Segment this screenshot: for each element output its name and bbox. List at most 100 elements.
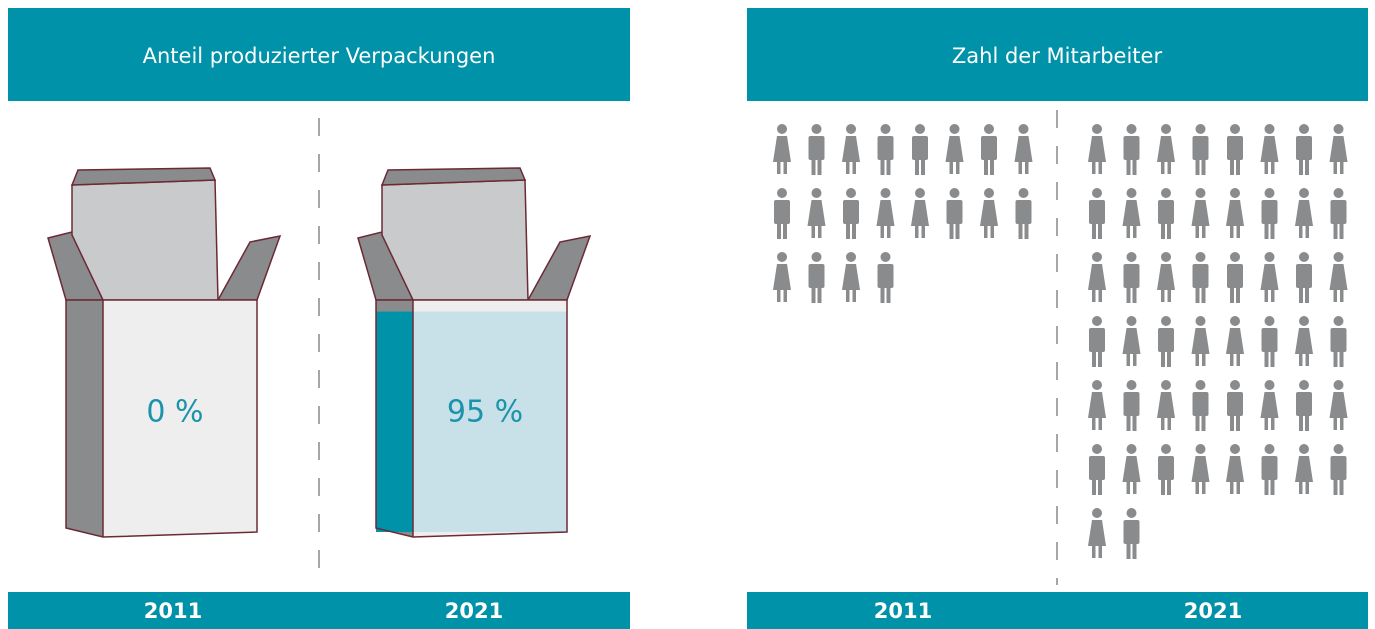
person-head	[1196, 188, 1206, 198]
person-body	[1124, 264, 1140, 288]
person-head	[1334, 252, 1344, 262]
person-leg	[1299, 352, 1303, 366]
person-head	[846, 188, 856, 198]
person-body	[1193, 264, 1209, 288]
person-head	[1334, 444, 1344, 454]
box-flap	[218, 236, 280, 300]
footer-bar	[8, 592, 630, 629]
person-head	[1092, 188, 1102, 198]
person-body	[877, 200, 895, 226]
person-head	[1161, 444, 1171, 454]
person-head	[1299, 316, 1309, 326]
person-leg	[1127, 480, 1131, 494]
person-leg	[1230, 286, 1234, 303]
person-leg	[853, 160, 857, 174]
person-body	[1296, 136, 1312, 160]
person-body	[1089, 328, 1105, 352]
person-head	[1196, 444, 1206, 454]
person-leg	[1019, 222, 1023, 239]
person-head	[1019, 188, 1029, 198]
person-leg	[1196, 480, 1200, 494]
person-head	[1334, 188, 1344, 198]
person-body	[912, 136, 928, 160]
person-leg	[1299, 480, 1303, 494]
person-leg	[1230, 224, 1234, 238]
person-leg	[1334, 416, 1338, 430]
person-leg	[1265, 222, 1269, 239]
person-leg	[1133, 352, 1137, 366]
fill-level-side	[376, 312, 413, 532]
year-label: 2021	[445, 599, 503, 623]
person-leg	[1092, 350, 1096, 367]
person-leg	[1306, 224, 1310, 238]
person-leg	[956, 222, 960, 239]
person-leg	[1133, 414, 1137, 431]
person-leg	[1299, 414, 1303, 431]
person-leg	[783, 222, 787, 239]
person-head	[846, 252, 856, 262]
person-leg	[1196, 352, 1200, 366]
person-head	[846, 124, 856, 134]
person-leg	[1305, 158, 1309, 175]
person-leg	[812, 158, 816, 175]
box-flap	[528, 236, 590, 300]
person-leg	[1092, 222, 1096, 239]
person-head	[777, 188, 787, 198]
person-leg	[1334, 478, 1338, 495]
person-body	[1261, 264, 1279, 290]
person-leg	[1340, 160, 1344, 174]
person-body	[1089, 456, 1105, 480]
panel-title: Zahl der Mitarbeiter	[952, 44, 1163, 68]
person-body	[1016, 200, 1032, 224]
person-head	[1265, 252, 1275, 262]
box	[358, 168, 590, 537]
person-leg	[1196, 224, 1200, 238]
person-leg	[1196, 286, 1200, 303]
person-leg	[1099, 160, 1103, 174]
person-head	[1092, 124, 1102, 134]
person-leg	[887, 224, 891, 238]
person-leg	[1133, 158, 1137, 175]
person-leg	[1098, 478, 1102, 495]
person-leg	[1161, 160, 1165, 174]
person-leg	[1133, 286, 1137, 303]
person-leg	[1271, 160, 1275, 174]
people-group	[773, 124, 1033, 303]
person-leg	[1299, 286, 1303, 303]
person-leg	[1127, 158, 1131, 175]
person-leg	[1019, 160, 1023, 174]
person-body	[1330, 264, 1348, 290]
person-leg	[784, 288, 788, 302]
person-leg	[1196, 414, 1200, 431]
person-leg	[853, 288, 857, 302]
person-leg	[777, 222, 781, 239]
person-head	[1092, 380, 1102, 390]
footer-bar	[747, 592, 1368, 629]
person-head	[1161, 124, 1171, 134]
person-head	[1230, 188, 1240, 198]
person-head	[950, 188, 960, 198]
person-head	[1334, 124, 1344, 134]
person-leg	[1299, 158, 1303, 175]
value-label: 0 %	[146, 395, 203, 430]
person-body	[1330, 136, 1348, 162]
person-leg	[777, 160, 781, 174]
person-body	[1262, 456, 1278, 480]
person-leg	[1167, 478, 1171, 495]
person-leg	[1202, 224, 1206, 238]
person-body	[1296, 264, 1312, 288]
person-leg	[915, 158, 919, 175]
person-body	[842, 136, 860, 162]
person-body	[1192, 328, 1210, 354]
person-leg	[1265, 350, 1269, 367]
person-head	[1334, 380, 1344, 390]
person-leg	[1237, 352, 1241, 366]
person-leg	[1236, 414, 1240, 431]
person-body	[809, 136, 825, 160]
person-leg	[1271, 478, 1275, 495]
person-head	[1230, 444, 1240, 454]
box-back	[382, 180, 528, 300]
person-head	[881, 124, 891, 134]
person-head	[1127, 124, 1137, 134]
person-body	[1193, 392, 1209, 416]
